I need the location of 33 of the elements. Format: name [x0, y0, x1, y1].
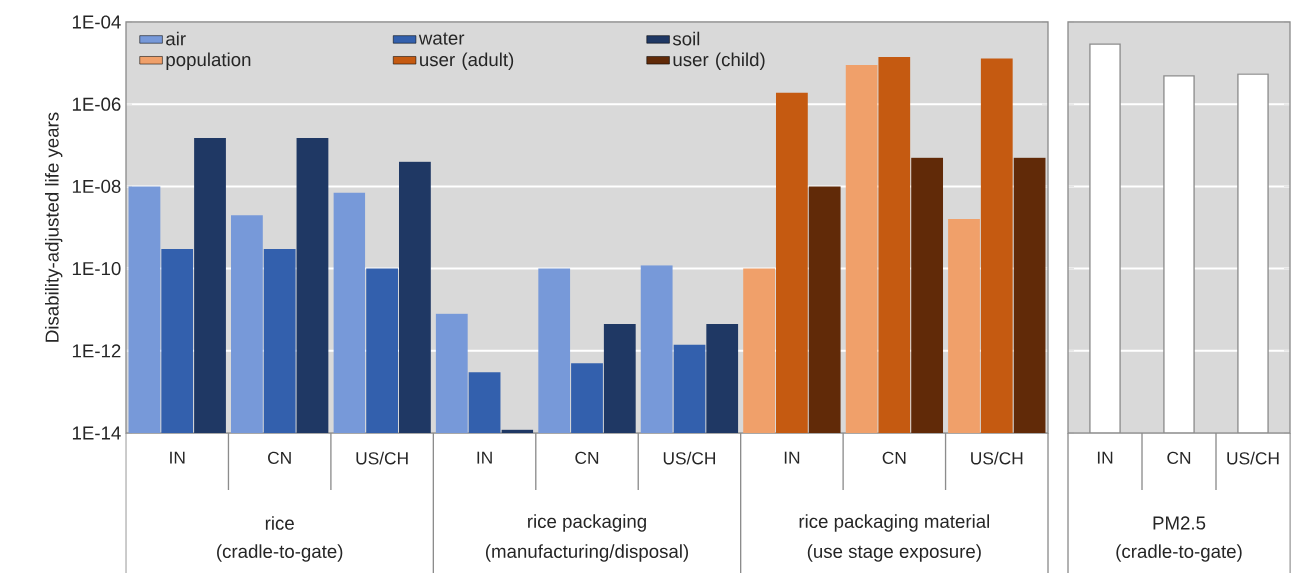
- text: PM2.5: [1153, 516, 1206, 530]
- text: rice packaging material: [799, 514, 990, 532]
- x-tick-label: US/CH: [971, 451, 1023, 465]
- x-tick-label: US/CH: [356, 451, 408, 465]
- text: (manufacturing/disposal): [485, 544, 689, 562]
- x-tick-label: US/CH: [663, 451, 715, 465]
- legend-label: population: [166, 52, 251, 71]
- text: (cradle-to-gate): [217, 544, 343, 562]
- x-tick-label: CN: [268, 451, 291, 465]
- text: rice: [265, 516, 294, 531]
- y-tick-label: 1E-08: [72, 179, 121, 194]
- legend-label: water: [418, 32, 465, 45]
- y-tick-label: 1E-10: [72, 262, 121, 276]
- legend-label: user (child): [673, 52, 765, 71]
- legend-label: air: [166, 31, 186, 46]
- text: (cradle-to-gate): [1116, 544, 1242, 562]
- y-tick-label: 1E-12: [72, 344, 121, 358]
- x-tick-label: CN: [882, 451, 906, 465]
- x-tick-label: CN: [575, 451, 599, 465]
- legend-label: soil: [672, 31, 700, 46]
- y-tick-label: 1E-14: [72, 426, 121, 440]
- x-tick-label: CN: [1167, 451, 1191, 465]
- x-tick-label: IN: [784, 451, 800, 464]
- text: rice packaging: [528, 514, 646, 532]
- legend-label: user (adult): [420, 52, 514, 71]
- text: (use stage exposure): [807, 544, 981, 562]
- y-tick-label: 1E-04: [72, 15, 121, 29]
- x-tick-label: US/CH: [1227, 451, 1279, 465]
- x-tick-label: IN: [477, 451, 492, 464]
- y-axis-title: Disability-adjusted life years: [44, 112, 63, 342]
- y-tick-label: 1E-06: [72, 97, 121, 111]
- x-tick-label: IN: [170, 451, 185, 464]
- x-tick-label: IN: [1097, 451, 1113, 464]
